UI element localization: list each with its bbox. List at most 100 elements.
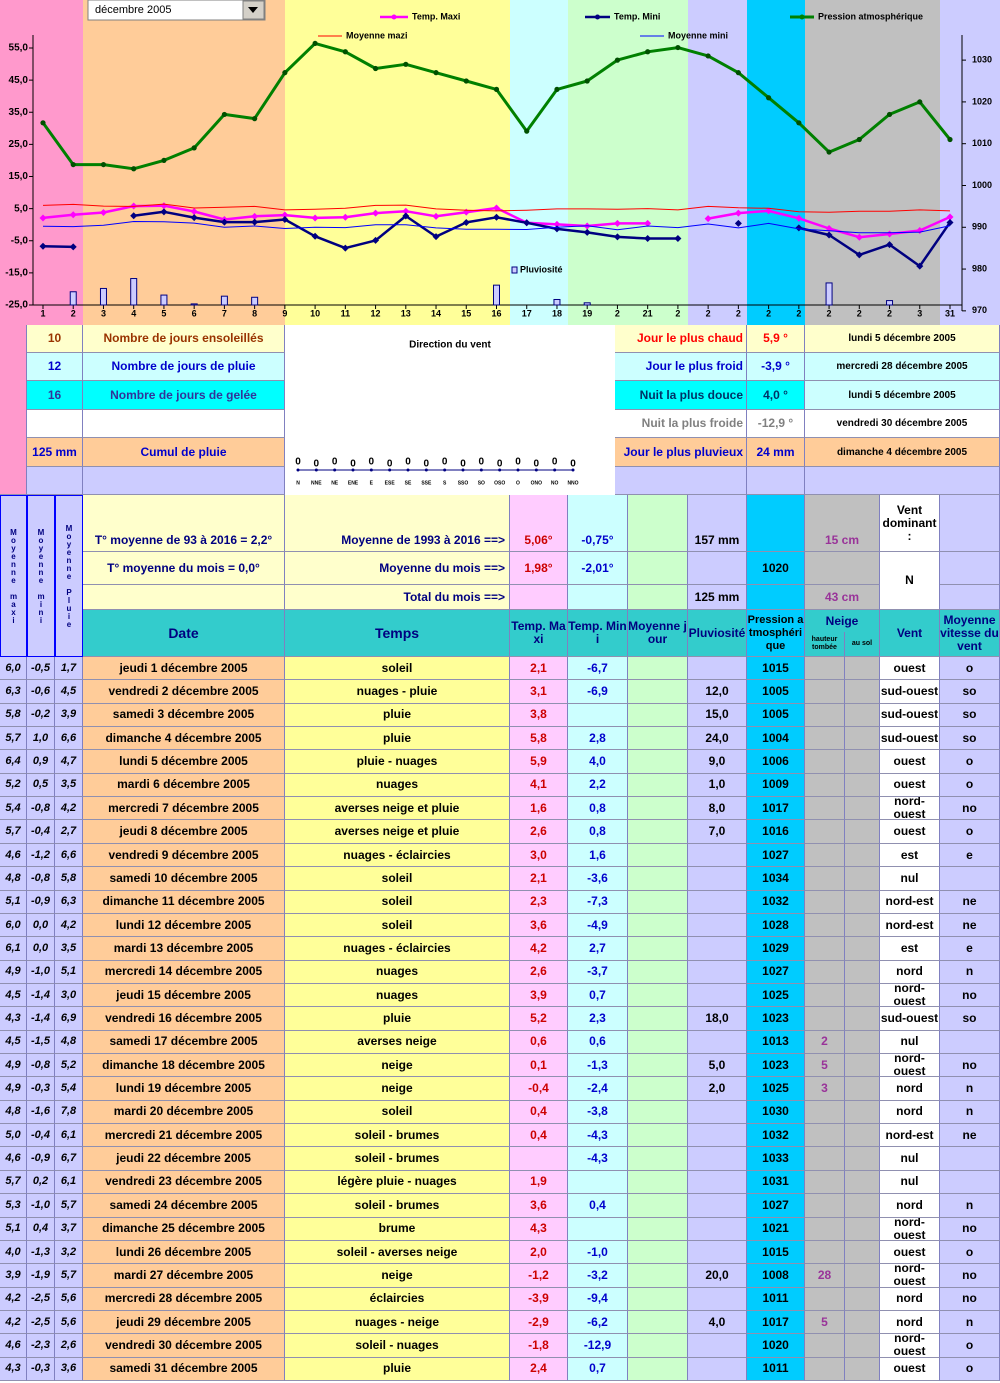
record-value: 4,0 ° [747,381,805,410]
y-tick-label: 35,0 [9,107,29,118]
cell-temps: soleil [285,890,510,914]
point [190,208,198,216]
wind-value-label: 0 [350,459,356,470]
header-vent: Vent [880,610,940,657]
month-dropdown[interactable] [87,0,266,21]
cell-vitesse: ne [940,1124,1000,1148]
cell-moy-pluie: 7,8 [55,1100,83,1125]
cell-mini: -12,9 [568,1334,628,1358]
cell-moy-pluie: 6,6 [55,843,83,868]
rain-bar [99,287,107,306]
summary-neige: 15 cm [805,495,880,552]
cell-maxi: -1,2 [510,1264,568,1288]
cell-moy-jour [628,937,688,961]
y-tick-label: -5,0 [11,235,29,246]
x-tick-label: 8 [252,308,257,318]
cell-neige-tombee [805,843,845,868]
cell-maxi: 3,9 [510,983,568,1008]
cell-temps: pluie [285,703,510,728]
point [644,235,652,243]
cell-pression: 1015 [747,1240,805,1265]
cell-date: jeudi 22 décembre 2005 [83,1147,285,1171]
cell-neige-sol [845,1194,880,1218]
point [795,214,803,222]
y-tick-label: 25,0 [9,139,29,150]
cell-neige-sol [845,703,880,728]
y2-tick-label: 1010 [972,138,992,148]
wind-value-label: 0 [332,457,338,468]
cell-vitesse [940,1030,1000,1055]
cell-mini: 0,8 [568,797,628,821]
summary-vitesse [940,585,1000,610]
wind-value-label: 0 [479,457,485,468]
wind-direction-label: SSE [421,480,432,486]
x-tick-label: 2 [736,308,741,318]
wind-direction-label: E [370,480,374,486]
point [99,208,107,216]
cell-pluie [688,1170,747,1195]
cell-pression: 1028 [747,913,805,938]
point [402,212,410,220]
cell-vent: ouest [880,657,940,681]
count-value: 12 [27,353,83,381]
cell-neige-sol [845,1310,880,1335]
point [524,128,530,134]
cell-neige-sol [845,1054,880,1078]
point [493,204,500,212]
legend-label: Pluviosité [520,264,563,274]
cell-temps: neige [285,1077,510,1101]
cell-moy-maxi: 3,9 [0,1264,27,1288]
point [190,214,198,222]
cell-moy-maxi: 5,1 [0,890,27,914]
cell-moy-pluie: 4,5 [55,680,83,704]
cell-maxi: 2,6 [510,820,568,844]
cell-neige-tombee: 2 [805,1030,845,1055]
cell-mini: -4,3 [568,1124,628,1148]
cell-moy-mini: 1,0 [27,727,55,751]
point [282,70,288,76]
cell-moy-maxi: 4,8 [0,867,27,891]
cell-pluie [688,937,747,961]
cell-pluie [688,1124,747,1148]
point [554,86,560,92]
cell-moy-pluie: 5,8 [55,867,83,891]
x-tick-label: 15 [461,308,471,318]
point [252,116,258,122]
header-date: Date [83,610,285,657]
cell-pluie: 12,0 [688,680,747,704]
wind-direction-label: ENE [348,480,359,486]
rain-bar [825,282,833,306]
rain-bar [886,300,894,306]
wind-value-label: 0 [515,457,521,468]
cell-neige-sol [845,797,880,821]
cell-moy-jour [628,1310,688,1335]
cell-temps: nuages - neige [285,1310,510,1335]
cell-mini: -1,0 [568,1240,628,1265]
header-maxi: Temp. Maxi [510,610,568,657]
cell-moy-jour [628,1170,688,1195]
wind-value-label: 0 [552,457,558,468]
point [312,40,318,47]
wind-point [406,468,410,472]
cell-neige-sol [845,983,880,1008]
cell-temps: averses neige et pluie [285,797,510,821]
cell-vitesse: n [940,1077,1000,1101]
cell-moy-pluie: 1,7 [55,657,83,681]
cell-neige-tombee [805,703,845,728]
cell-neige-sol [845,890,880,914]
cell-moy-mini: -1,4 [27,983,55,1008]
wind-chart: Direction du vent 0 N 0 NNE 0 NE 0 ENE 0 E 0 ESE 0 SE… [285,325,615,495]
cell-vitesse: so [940,680,1000,704]
cell-moy-maxi: 6,0 [0,657,27,681]
point [100,161,107,168]
cell-date: lundi 26 décembre 2005 [83,1240,285,1265]
cell-pluie [688,843,747,868]
cell-maxi: 1,9 [510,1170,568,1195]
cell-vent: nul [880,1147,940,1171]
cell-maxi: -0,4 [510,1077,568,1101]
cell-date: samedi 10 décembre 2005 [83,867,285,891]
cell-pluie [688,913,747,938]
cell-mini: 2,3 [568,1007,628,1031]
cell-vitesse: o [940,1357,1000,1381]
cell-vent: nul [880,867,940,891]
